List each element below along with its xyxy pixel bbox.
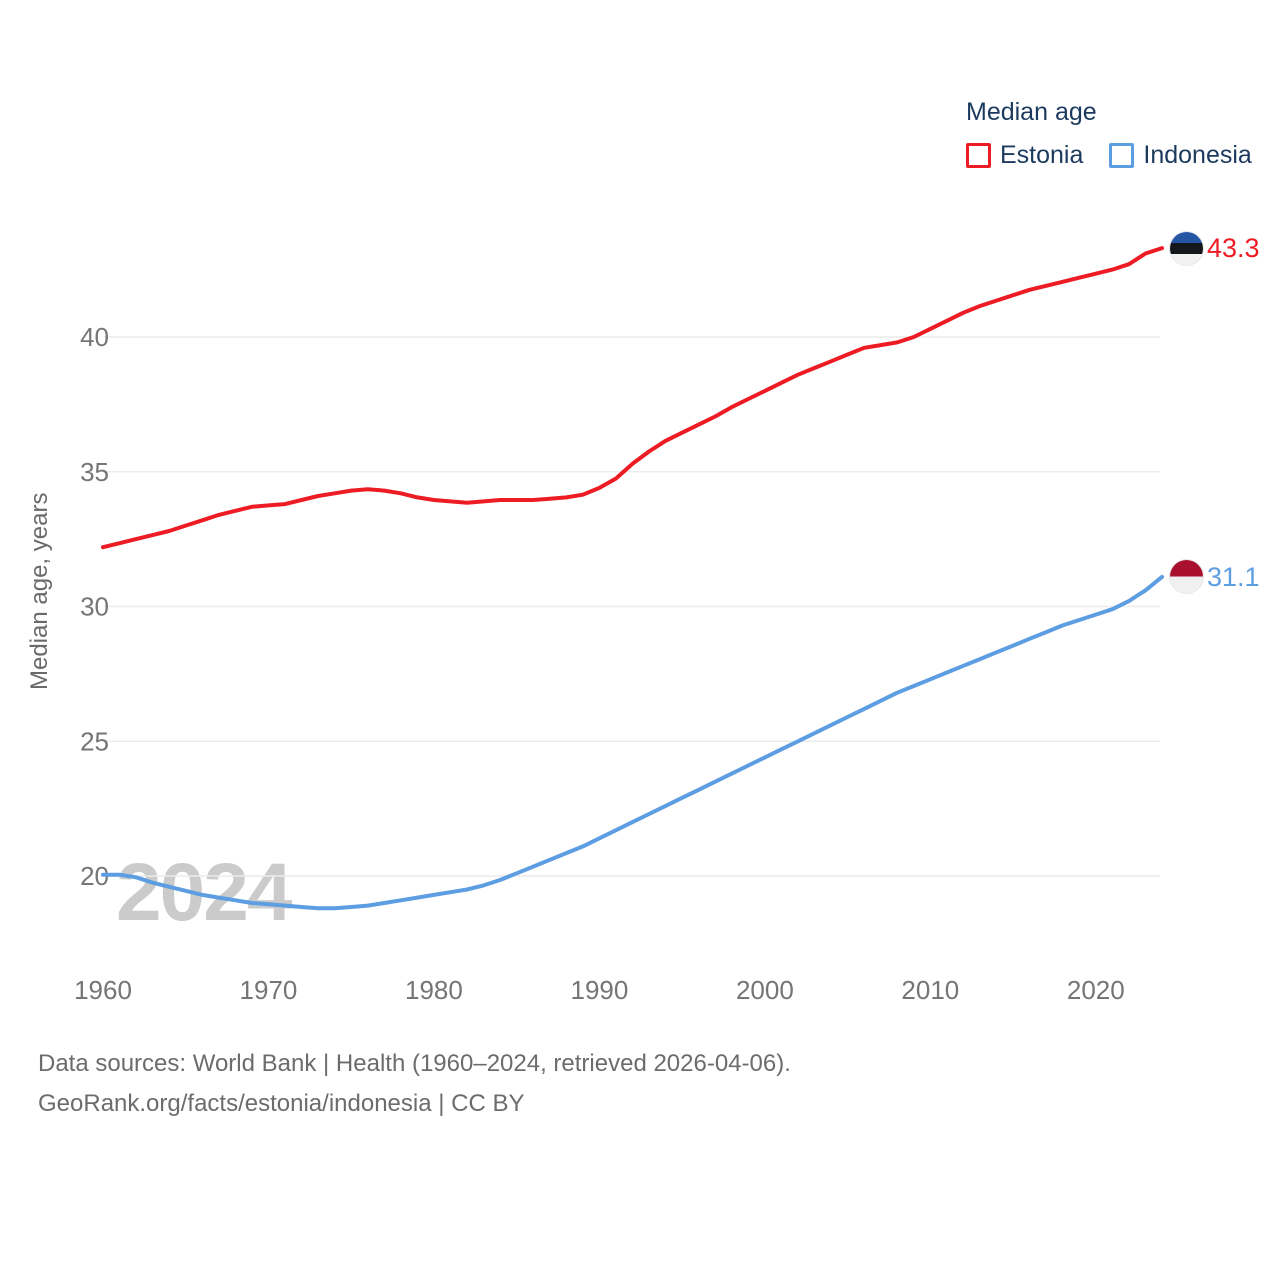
indonesia-end-value-label: 31.1 <box>1207 561 1260 592</box>
estonia-series-swatch <box>966 143 991 168</box>
x-tick-label: 2020 <box>1067 975 1125 1005</box>
legend: Median age Estonia Indonesia <box>966 98 1252 170</box>
legend-label-indonesia: Indonesia <box>1143 141 1252 169</box>
footer-source-line: Data sources: World Bank | Health (1960–… <box>38 1050 791 1077</box>
estonia-end-value-label: 43.3 <box>1207 233 1260 264</box>
y-tick-label: 35 <box>80 457 109 487</box>
footer-attribution-line: GeoRank.org/facts/estonia/indonesia | CC… <box>38 1090 525 1117</box>
legend-item-estonia[interactable]: Estonia <box>966 141 1083 170</box>
y-tick-label: 25 <box>80 726 109 756</box>
y-tick-label: 40 <box>80 322 109 352</box>
x-tick-label: 2010 <box>901 975 959 1005</box>
footer: Data sources: World Bank | Health (1960–… <box>38 1044 791 1124</box>
x-tick-label: 1970 <box>240 975 298 1005</box>
indonesia-series-swatch <box>1109 143 1135 168</box>
legend-title: Median age <box>966 98 1097 126</box>
x-tick-label: 1990 <box>570 975 628 1005</box>
x-tick-label: 2000 <box>736 975 794 1005</box>
legend-items: Estonia Indonesia <box>966 141 1252 170</box>
watermark-year: 2024 <box>116 847 292 938</box>
x-tick-label: 1980 <box>405 975 463 1005</box>
series-line-estonia <box>101 246 1164 550</box>
series-line-indonesia <box>101 574 1164 911</box>
legend-label-estonia: Estonia <box>1000 141 1084 169</box>
y-tick-label: 30 <box>80 592 109 622</box>
indonesia-flag-icon <box>1170 560 1203 594</box>
x-tick-label: 1960 <box>74 975 132 1005</box>
y-axis-title: Median age, years <box>26 492 53 690</box>
legend-item-indonesia[interactable]: Indonesia <box>1109 141 1252 170</box>
estonia-flag-icon <box>1170 231 1203 265</box>
